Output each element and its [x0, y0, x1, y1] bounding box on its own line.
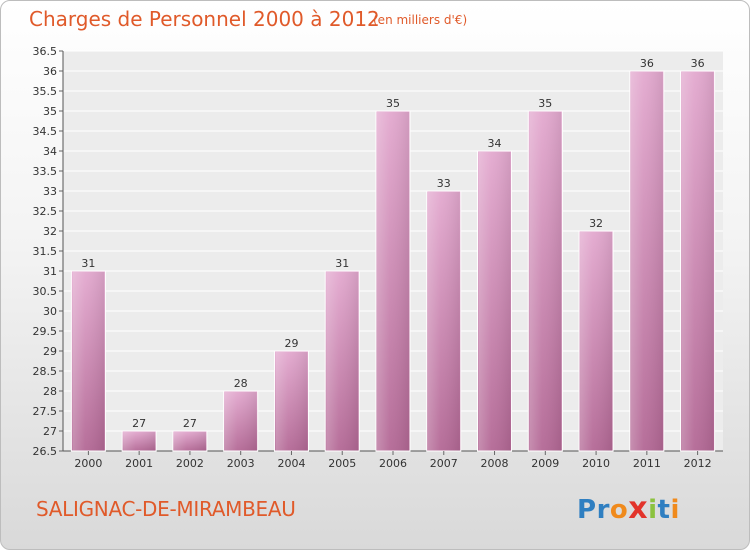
bar-shine — [580, 232, 613, 451]
y-tick-label: 34 — [43, 145, 57, 158]
y-tick-label: 27.5 — [33, 405, 58, 418]
y-tick-label: 36.5 — [33, 45, 58, 58]
y-tick-label: 33.5 — [33, 165, 58, 178]
bar-group: 29 — [273, 337, 309, 452]
bar-group: 35 — [527, 97, 563, 452]
bar-value-label: 27 — [132, 417, 146, 430]
bar-value-label: 27 — [183, 417, 197, 430]
bar-group: 27 — [172, 417, 208, 452]
y-tick-label: 31 — [43, 265, 57, 278]
bar-shine — [630, 72, 663, 451]
bar-group: 36 — [680, 57, 716, 452]
y-tick-label: 29.5 — [33, 325, 58, 338]
bar-value-label: 31 — [335, 257, 349, 270]
x-tick-label: 2008 — [481, 457, 509, 470]
logo-letter: t — [657, 495, 671, 525]
y-tick-label: 28 — [43, 385, 57, 398]
y-tick-label: 35.5 — [33, 85, 58, 98]
y-tick-label: 36 — [43, 65, 57, 78]
x-tick-label: 2006 — [379, 457, 407, 470]
bar-group: 35 — [375, 97, 411, 452]
x-tick-label: 2009 — [531, 457, 559, 470]
bar-group: 34 — [477, 137, 513, 452]
logo-letter: x — [628, 491, 649, 526]
y-tick-label: 32 — [43, 225, 57, 238]
bar-value-label: 29 — [284, 337, 298, 350]
bar-shine — [529, 112, 562, 451]
logo-letter: o — [609, 495, 629, 525]
bar-group: 27 — [121, 417, 157, 452]
bar-value-label: 33 — [437, 177, 451, 190]
bar-shine — [681, 72, 714, 451]
bar-group: 33 — [426, 177, 462, 452]
logo-letter: i — [648, 495, 658, 525]
y-tick-label: 35 — [43, 105, 57, 118]
bar-value-label: 34 — [488, 137, 502, 150]
x-tick-label: 2011 — [633, 457, 661, 470]
logo-letter: i — [670, 495, 680, 525]
y-tick-label: 28.5 — [33, 365, 58, 378]
bar-shine — [275, 352, 308, 451]
x-tick-label: 2004 — [277, 457, 305, 470]
y-tick-label: 34.5 — [33, 125, 58, 138]
chart-title: Charges de Personnel 2000 à 2012 — [29, 7, 380, 31]
bar-group: 28 — [223, 377, 259, 452]
x-tick-label: 2007 — [430, 457, 458, 470]
proxiti-logo: Proxiti — [577, 491, 680, 526]
chart-subtitle: (en milliers d'€) — [373, 13, 468, 27]
y-tick-label: 33 — [43, 185, 57, 198]
y-tick-label: 27 — [43, 425, 57, 438]
y-tick-label: 30.5 — [33, 285, 58, 298]
y-tick-label: 26.5 — [33, 445, 58, 458]
bar-shine — [72, 272, 105, 451]
bar-value-label: 32 — [589, 217, 603, 230]
x-tick-label: 2010 — [582, 457, 610, 470]
x-tick-label: 2003 — [227, 457, 255, 470]
place-name: SALIGNAC-DE-MIRAMBEAU — [36, 497, 296, 521]
x-tick-label: 2000 — [74, 457, 102, 470]
x-tick-label: 2005 — [328, 457, 356, 470]
bar-value-label: 36 — [691, 57, 705, 70]
bar-value-label: 35 — [386, 97, 400, 110]
logo-letter: r — [596, 495, 610, 525]
bar-group: 31 — [324, 257, 360, 452]
y-tick-label: 30 — [43, 305, 57, 318]
bar-value-label: 31 — [81, 257, 95, 270]
bar-shine — [427, 192, 460, 451]
bar-group: 36 — [629, 57, 665, 452]
y-tick-label: 29 — [43, 345, 57, 358]
bar-shine — [478, 152, 511, 451]
bar-group: 32 — [578, 217, 614, 452]
y-tick-label: 32.5 — [33, 205, 58, 218]
bar-shine — [224, 392, 257, 451]
x-tick-label: 2012 — [684, 457, 712, 470]
x-tick-label: 2002 — [176, 457, 204, 470]
bar-shine — [377, 112, 409, 451]
bar-shine — [173, 432, 206, 451]
bar-shine — [326, 272, 359, 451]
y-tick-label: 31.5 — [33, 245, 58, 258]
bar-value-label: 28 — [234, 377, 248, 390]
bar-value-label: 36 — [640, 57, 654, 70]
x-tick-label: 2001 — [125, 457, 153, 470]
logo-letter: P — [577, 495, 597, 525]
bar-shine — [123, 432, 156, 451]
bar-group: 31 — [70, 257, 106, 452]
bar-value-label: 35 — [538, 97, 552, 110]
